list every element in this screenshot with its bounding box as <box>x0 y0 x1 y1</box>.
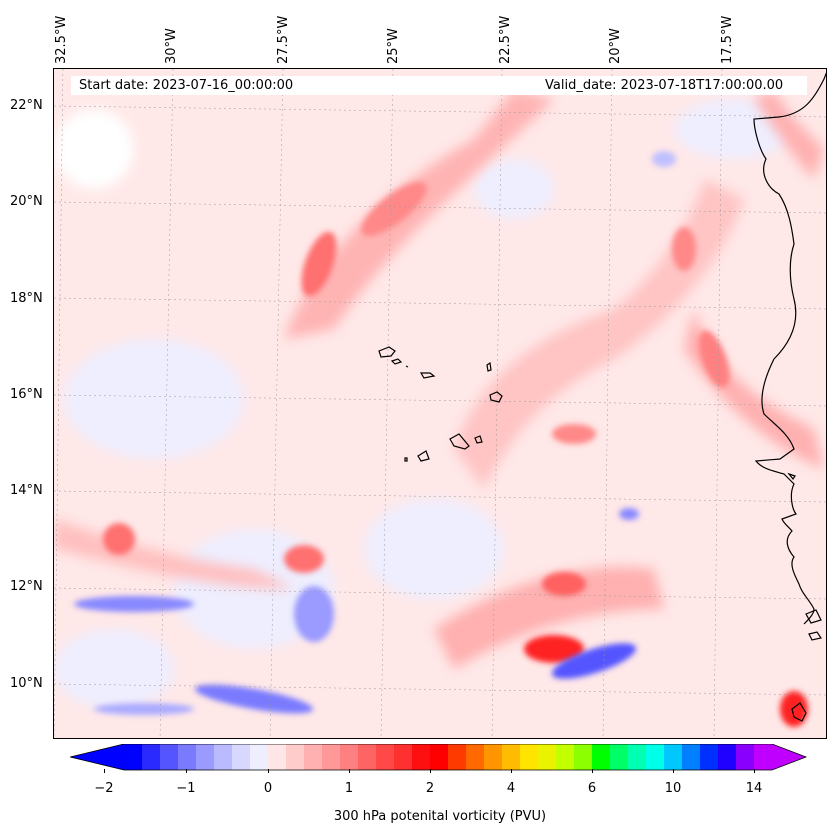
lon-label-30w: 30°W <box>164 28 179 64</box>
graticule <box>54 69 826 738</box>
colorbar-tick-label: 2 <box>425 781 435 796</box>
colorbar-swatch <box>340 744 359 770</box>
colorbar-tick-label: 6 <box>587 781 597 796</box>
colorbar-tick-label: 1 <box>344 781 354 796</box>
colorbar-swatch <box>754 744 773 770</box>
colorbar-tick-mark <box>511 769 512 773</box>
colorbar-tick-mark <box>754 769 755 773</box>
colorbar-swatch <box>358 744 377 770</box>
colorbar-swatch <box>502 744 521 770</box>
colorbar-swatch <box>142 744 161 770</box>
colorbar-swatch <box>160 744 179 770</box>
colorbar-swatch <box>124 744 143 770</box>
lon-label-20w: 20°W <box>608 28 623 64</box>
colorbar-swatch <box>322 744 341 770</box>
pv-field-map <box>54 69 826 738</box>
colorbar-tick-mark <box>430 769 431 773</box>
colorbar-swatch <box>232 744 251 770</box>
colorbar-extend-max <box>772 744 806 770</box>
colorbar-tick-mark <box>268 769 269 773</box>
lon-label-32-5w: 32.5°W <box>54 15 69 64</box>
colorbar-swatch <box>250 744 269 770</box>
lat-label-20n: 20°N <box>10 194 43 209</box>
lon-label-25w: 25°W <box>386 28 401 64</box>
colorbar-title: 300 hPa potenital vorticity (PVU) <box>333 809 547 824</box>
colorbar-tick-label: 14 <box>745 781 763 796</box>
lat-label-22n: 22°N <box>10 98 43 113</box>
colorbar-swatch <box>610 744 629 770</box>
colorbar-tick-label: 4 <box>506 781 516 796</box>
colorbar-swatch <box>646 744 665 770</box>
lat-label-18n: 18°N <box>10 291 43 306</box>
colorbar-swatch <box>592 744 611 770</box>
colorbar-swatch <box>376 744 395 770</box>
colorbar-swatch <box>394 744 413 770</box>
header-background <box>71 76 807 95</box>
cape-verde-islands <box>378 346 503 462</box>
colorbar-swatch <box>484 744 503 770</box>
colorbar-tick-label: −2 <box>94 781 114 796</box>
lon-label-27-5w: 27.5°W <box>276 15 291 64</box>
colorbar-tick-label: 0 <box>263 781 273 796</box>
lat-label-16n: 16°N <box>10 387 43 402</box>
colorbar-swatch <box>430 744 449 770</box>
lat-label-12n: 12°N <box>10 579 43 594</box>
lon-label-22-5w: 22.5°W <box>498 15 513 64</box>
colorbar-swatch <box>412 744 431 770</box>
valid-date-label: Valid_date: 2023-07-18T17:00:00.00 <box>545 78 784 93</box>
high-pv-cores <box>103 182 808 727</box>
colorbar-swatch <box>556 744 575 770</box>
colorbar-swatch <box>538 744 557 770</box>
colorbar-swatch <box>664 744 683 770</box>
lat-label-14n: 14°N <box>10 483 43 498</box>
colorbar-swatch <box>682 744 701 770</box>
colorbar-tick-mark <box>592 769 593 773</box>
colorbar <box>70 744 808 771</box>
colorbar-swatch <box>178 744 197 770</box>
colorbar-tick-label: −1 <box>176 781 196 796</box>
moderate-pv-bands <box>54 89 824 669</box>
map-panel <box>53 68 827 739</box>
colorbar-tick-label: 10 <box>664 781 682 796</box>
colorbar-swatch <box>466 744 485 770</box>
colorbar-outline <box>70 744 808 771</box>
colorbar-swatch <box>196 744 215 770</box>
colorbar-swatch <box>214 744 233 770</box>
lon-label-17-5w: 17.5°W <box>720 15 735 64</box>
colorbar-swatch <box>736 744 755 770</box>
colorbar-swatch <box>700 744 719 770</box>
colorbar-swatch <box>448 744 467 770</box>
start-date-label: Start date: 2023-07-16_00:00:00 <box>79 78 294 93</box>
colorbar-tick-mark <box>104 769 105 773</box>
colorbar-extend-min <box>70 744 124 770</box>
colorbar-swatch <box>286 744 305 770</box>
colorbar-tick-mark <box>349 769 350 773</box>
low-pv-patches <box>54 99 794 709</box>
colorbar-swatch <box>268 744 287 770</box>
africa-coastline <box>753 72 826 722</box>
negative-pv-streaks <box>74 151 676 715</box>
lat-label-10n: 10°N <box>10 676 43 691</box>
colorbar-swatch <box>304 744 323 770</box>
colorbar-swatch <box>574 744 593 770</box>
colorbar-swatch <box>628 744 647 770</box>
colorbar-tick-mark <box>186 769 187 773</box>
colorbar-swatch <box>520 744 539 770</box>
colorbar-tick-mark <box>673 769 674 773</box>
colorbar-swatch <box>718 744 737 770</box>
